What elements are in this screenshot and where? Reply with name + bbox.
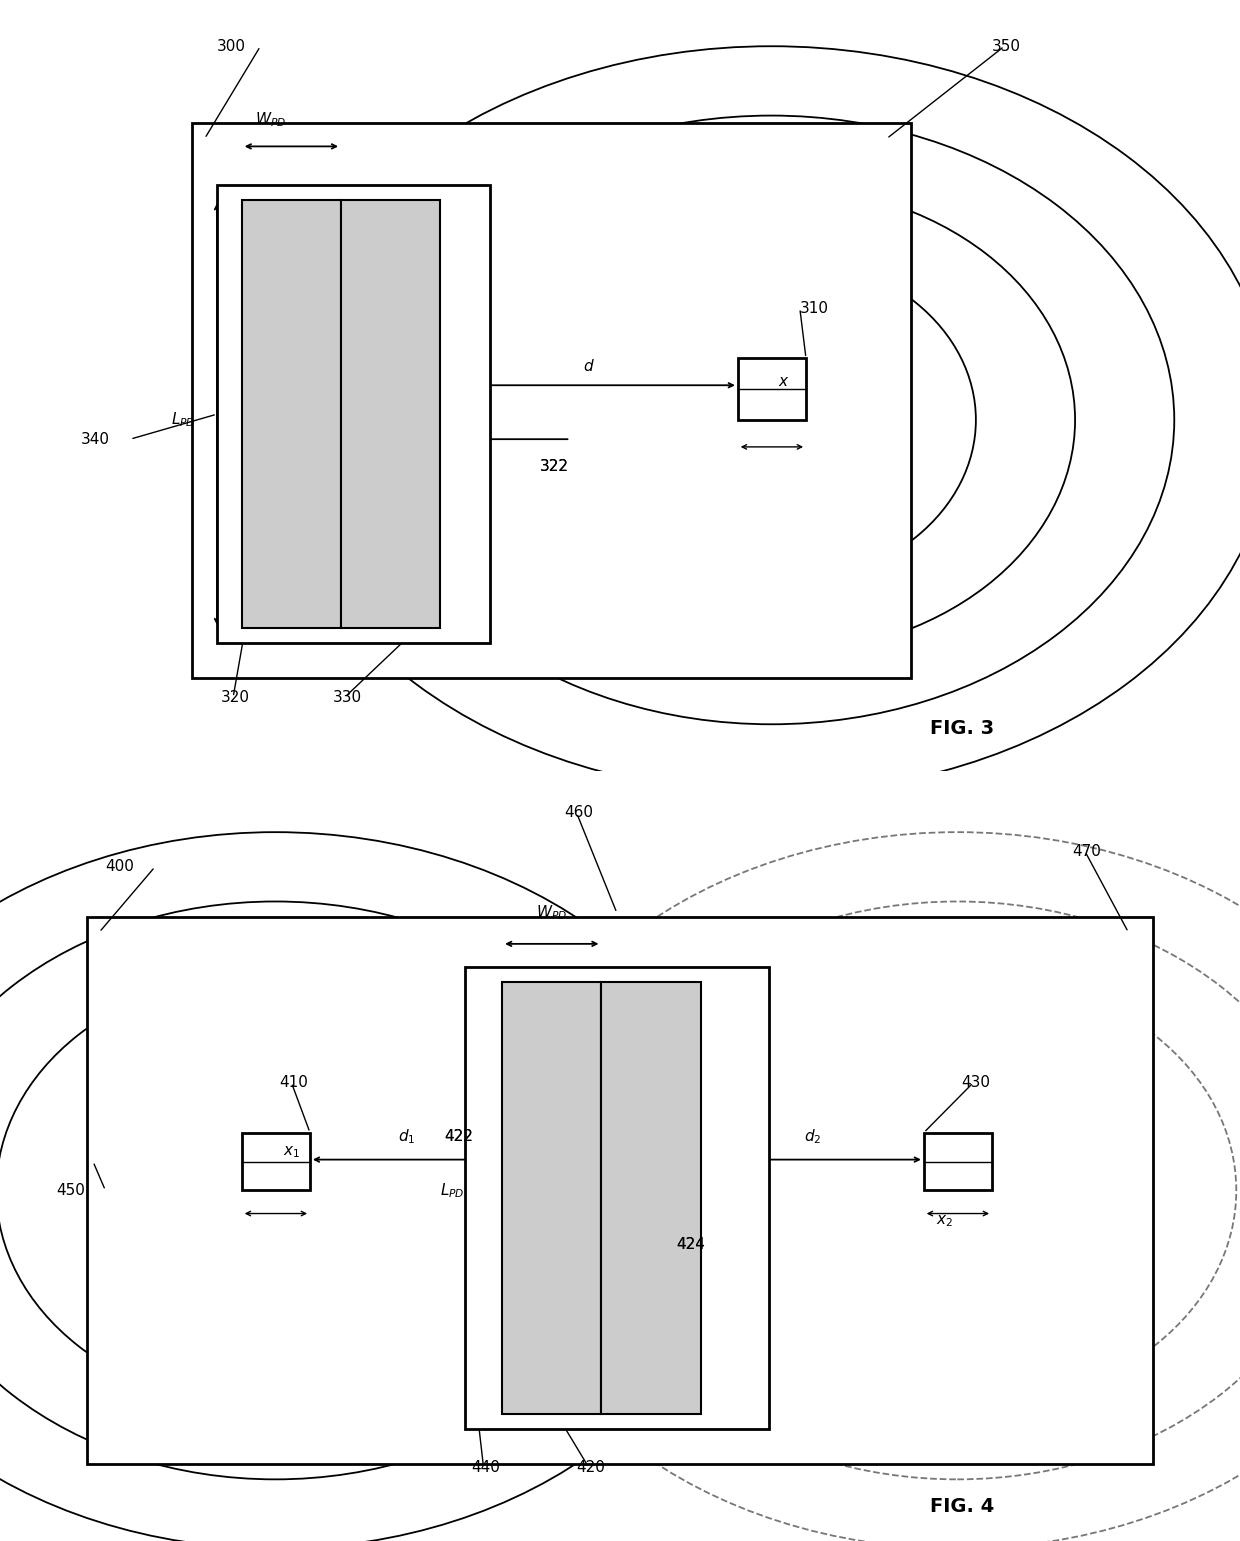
Text: $L_{PD}$: $L_{PD}$ bbox=[440, 1180, 465, 1200]
Text: 310: 310 bbox=[800, 300, 828, 316]
Bar bbox=[601, 983, 701, 1415]
Text: 322: 322 bbox=[539, 459, 568, 473]
Text: 470: 470 bbox=[1073, 844, 1101, 858]
Text: $W_{PD}$: $W_{PD}$ bbox=[536, 903, 568, 923]
Bar bbox=[465, 968, 769, 1430]
Text: $x_1$: $x_1$ bbox=[283, 1143, 300, 1160]
Text: 410: 410 bbox=[279, 1076, 308, 1089]
Text: 420: 420 bbox=[577, 1461, 605, 1475]
Text: $d$: $d$ bbox=[583, 358, 595, 374]
Bar bbox=[738, 359, 806, 421]
Text: $d_2$: $d_2$ bbox=[804, 1126, 821, 1147]
Text: FIG. 3: FIG. 3 bbox=[930, 718, 994, 738]
Text: 424: 424 bbox=[676, 1237, 704, 1251]
Bar bbox=[87, 917, 1153, 1464]
Text: 422: 422 bbox=[444, 1130, 472, 1143]
Text: FIG. 4: FIG. 4 bbox=[930, 1496, 994, 1516]
Bar bbox=[341, 200, 440, 629]
Bar bbox=[242, 1133, 310, 1190]
Text: 320: 320 bbox=[221, 690, 249, 704]
Text: 450: 450 bbox=[56, 1183, 84, 1197]
Text: 322: 322 bbox=[539, 459, 568, 473]
Bar bbox=[217, 185, 490, 644]
Text: $W_{PD}$: $W_{PD}$ bbox=[254, 109, 286, 129]
Bar bbox=[502, 983, 601, 1415]
Text: 400: 400 bbox=[105, 860, 134, 874]
Text: 422: 422 bbox=[444, 1130, 472, 1143]
Bar bbox=[242, 200, 341, 629]
Text: 440: 440 bbox=[471, 1461, 500, 1475]
Text: $d_1$: $d_1$ bbox=[398, 1126, 415, 1147]
Text: 430: 430 bbox=[961, 1076, 990, 1089]
Text: 340: 340 bbox=[81, 431, 109, 447]
Text: 350: 350 bbox=[992, 39, 1021, 54]
Text: $L_{PD}$: $L_{PD}$ bbox=[171, 410, 196, 430]
Bar bbox=[924, 1133, 992, 1190]
Bar bbox=[192, 123, 911, 678]
Text: 300: 300 bbox=[217, 39, 246, 54]
Text: 460: 460 bbox=[564, 806, 593, 820]
Text: $x$: $x$ bbox=[777, 374, 790, 388]
Text: $x_2$: $x_2$ bbox=[936, 1213, 954, 1230]
Text: 424: 424 bbox=[676, 1237, 704, 1251]
Text: 330: 330 bbox=[332, 690, 361, 704]
